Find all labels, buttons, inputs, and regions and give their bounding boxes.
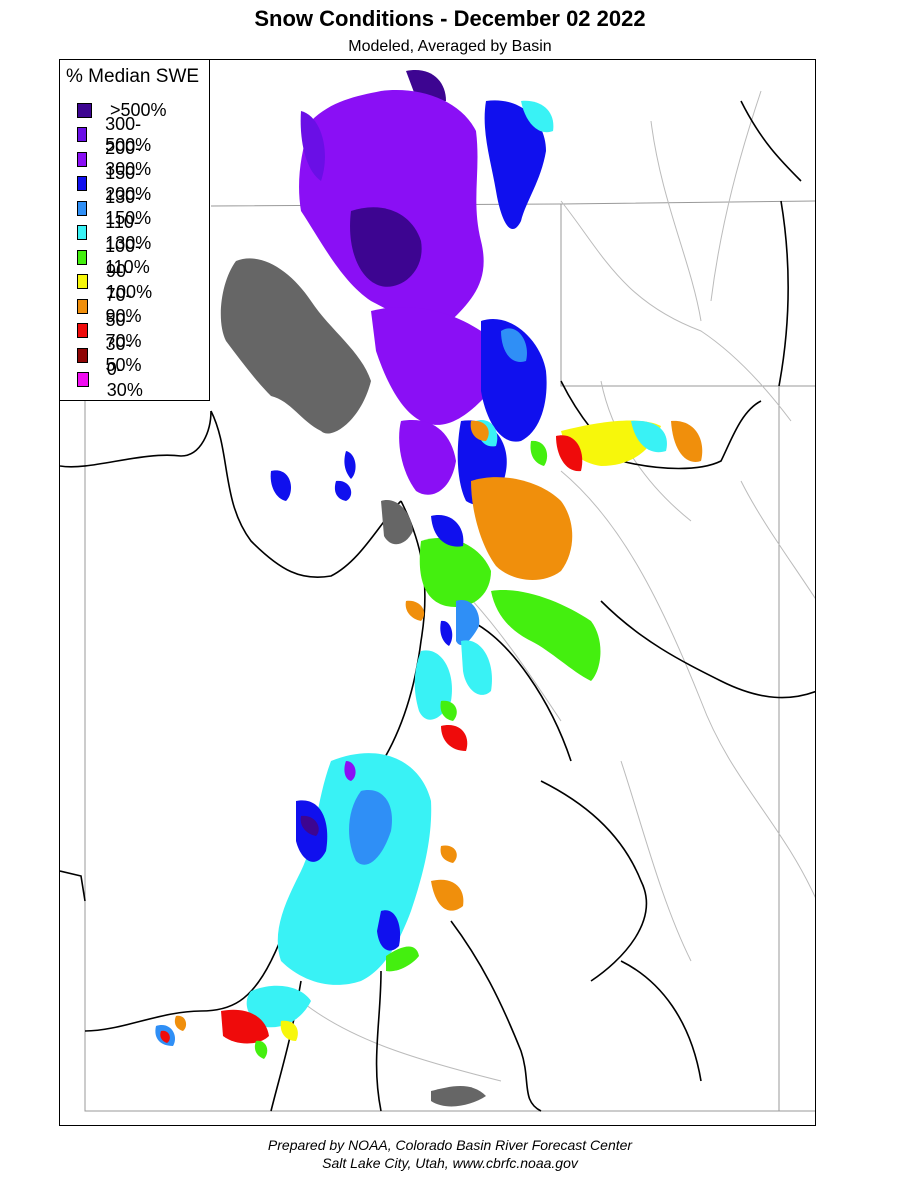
legend-item: 100-110% (77, 236, 155, 277)
legend-swatch (77, 347, 88, 363)
legend-label: 150-200% (105, 162, 152, 204)
legend-label: 0-30% (106, 358, 143, 400)
map-title: Snow Conditions - December 02 2022 (254, 6, 646, 31)
footer-location: Salt Lake City, Utah, www.cbrfc.noaa.gov (322, 1155, 578, 1171)
legend-item: 150-200% (77, 163, 156, 204)
legend-swatch (77, 127, 88, 142)
map-subtitle: Modeled, Averaged by Basin (348, 38, 552, 55)
legend-swatch (77, 323, 88, 338)
legend-swatch (77, 249, 87, 265)
legend-item: 50-70% (77, 310, 146, 351)
legend-label: 70-90% (105, 285, 142, 326)
legend-item: 70-90% (77, 285, 146, 326)
legend-label: 50-70% (105, 309, 142, 351)
legend-label: 100-110% (105, 236, 150, 277)
legend-label: >500% (110, 99, 167, 120)
legend-swatch (77, 225, 88, 240)
legend-item: 90-100% (77, 261, 156, 302)
legend-label: 30-50% (105, 334, 142, 375)
legend-item: 110-130% (77, 212, 156, 253)
legend-item: >500% (77, 100, 167, 120)
legend-swatch (77, 372, 89, 387)
legend-label: 130-150% (105, 187, 152, 228)
snow-regions-east (470, 420, 703, 581)
legend-swatch (77, 176, 88, 191)
legend-label: 90-100% (106, 260, 153, 302)
legend-label: 200-300% (105, 138, 152, 179)
legend-swatch (77, 151, 88, 167)
snow-regions (270, 70, 554, 505)
snow-regions-south (155, 753, 464, 1059)
legend-swatch (77, 200, 88, 216)
legend-item: 200-300% (77, 138, 156, 179)
legend-label: 300-500% (105, 113, 152, 155)
legend-swatch (77, 102, 92, 118)
legend-item: 30-50% (77, 334, 146, 375)
footer: Prepared by NOAA, Colorado Basin River F… (0, 1136, 900, 1172)
legend-swatch (77, 274, 89, 289)
legend-title: % Median SWE (66, 66, 200, 87)
legend-item: 300-500% (77, 114, 156, 155)
legend-item: 0-30% (77, 359, 146, 400)
legend: % Median SWE >500% 300-500% 200-300% 150-20… (59, 59, 210, 401)
legend-label: 110-130% (105, 211, 152, 253)
footer-credit: Prepared by NOAA, Colorado Basin River F… (267, 1137, 633, 1153)
legend-swatch (77, 298, 88, 314)
map-canvas (60, 70, 815, 1112)
legend-item: 130-150% (77, 187, 156, 228)
snow-regions-central (405, 515, 601, 751)
